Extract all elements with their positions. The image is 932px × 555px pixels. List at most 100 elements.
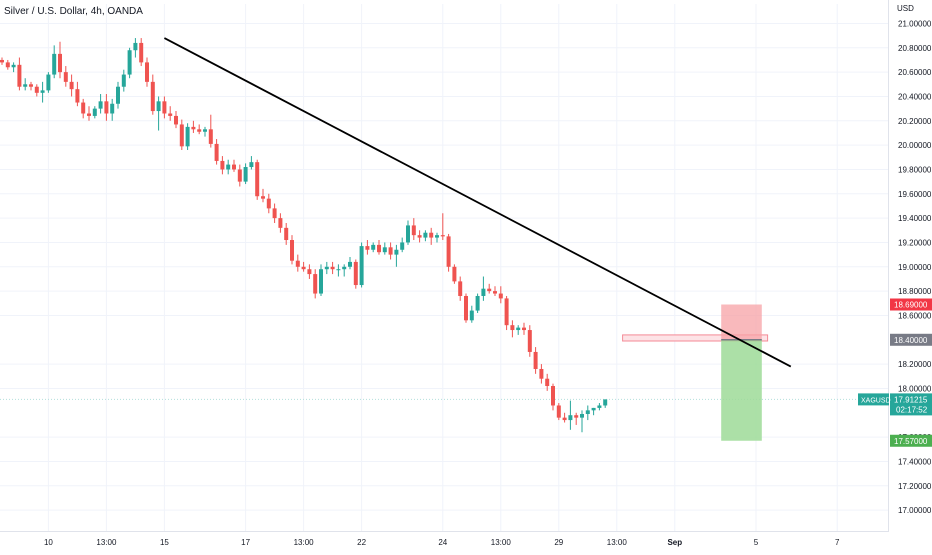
- candle: [545, 373, 550, 391]
- candle: [63, 66, 68, 87]
- candle: [307, 264, 312, 279]
- candle: [139, 38, 144, 67]
- candle: [498, 286, 503, 304]
- y-tick-label: 21.00000: [898, 19, 932, 28]
- position-zones: [622, 304, 769, 441]
- candle-body: [17, 64, 22, 87]
- current-price-bg: [890, 393, 932, 416]
- candle-body: [487, 288, 492, 292]
- candle-body: [127, 50, 132, 75]
- candle: [197, 124, 202, 135]
- candle-body: [313, 274, 318, 294]
- candle: [81, 98, 86, 119]
- candle: [556, 403, 561, 421]
- candle-body: [504, 298, 509, 326]
- y-tick-label: 18.80000: [898, 287, 932, 296]
- candle: [203, 126, 207, 137]
- candle-body: [110, 103, 115, 114]
- candle-body: [440, 235, 445, 237]
- stop-loss-zone[interactable]: [721, 304, 762, 340]
- candle-body: [498, 293, 503, 299]
- candle-body: [272, 208, 277, 219]
- candle-body: [0, 59, 4, 63]
- candle-body: [516, 327, 521, 331]
- candle: [464, 293, 468, 323]
- candle: [301, 261, 306, 272]
- candle-body: [46, 74, 51, 91]
- candle-body: [266, 198, 271, 209]
- candle: [365, 240, 370, 255]
- candle-body: [23, 84, 28, 87]
- candle: [562, 412, 567, 423]
- candle: [185, 123, 190, 150]
- candle: [388, 242, 393, 260]
- candle: [510, 320, 515, 338]
- candle: [92, 106, 97, 119]
- candle-body: [545, 378, 550, 387]
- target-price-label-text: 17.57000: [894, 437, 928, 446]
- y-tick-label: 18.20000: [898, 360, 932, 369]
- candle-body: [522, 327, 526, 331]
- countdown-text: 02:17:52: [896, 405, 928, 414]
- candle: [371, 242, 376, 253]
- candle: [208, 114, 213, 148]
- candle: [336, 264, 341, 277]
- candle-body: [307, 269, 312, 275]
- candle: [17, 57, 22, 91]
- y-tick-label: 20.60000: [898, 68, 932, 77]
- candle-body: [382, 247, 387, 253]
- candle-body: [145, 62, 149, 82]
- candle: [133, 38, 138, 58]
- candle-body: [539, 368, 544, 379]
- candle-body: [330, 266, 335, 270]
- candle-body: [139, 42, 144, 63]
- candle-body: [34, 86, 39, 93]
- range-zone[interactable]: [622, 334, 769, 342]
- candle: [533, 347, 538, 374]
- candle-body: [556, 405, 561, 418]
- candle-body: [435, 235, 439, 238]
- current-price-text: 17.91215: [894, 395, 928, 404]
- time-axis[interactable]: 10 13:00 15 17 13:00 22 24 13:00 29 13:00 Sep 5 7: [44, 538, 840, 547]
- candle: [382, 242, 387, 255]
- candle-body: [290, 240, 294, 261]
- candle: [377, 240, 381, 255]
- candle-body: [591, 407, 596, 411]
- candle: [493, 286, 497, 296]
- x-tick-label: Sep: [667, 538, 682, 547]
- candle: [98, 94, 103, 114]
- symbol-tag-text: XAGUSD: [861, 397, 891, 404]
- drawings[interactable]: [163, 37, 792, 368]
- candle-body: [377, 244, 381, 253]
- candle: [394, 244, 399, 267]
- candle-body: [226, 164, 231, 170]
- candle: [23, 78, 28, 91]
- candle: [150, 74, 155, 115]
- candle: [551, 383, 555, 411]
- candle-body: [324, 266, 329, 270]
- candle-body: [411, 225, 416, 236]
- price-labels: 18.69000 18.40000 17.57000 17.9121502:17:52…: [858, 298, 932, 447]
- candle: [179, 119, 184, 150]
- candle: [400, 237, 405, 253]
- candle: [423, 230, 428, 242]
- candle: [214, 139, 219, 165]
- candle-body: [232, 164, 236, 170]
- candle-body: [400, 242, 405, 250]
- candle-body: [203, 129, 207, 132]
- entry-price-label-bg: [890, 333, 932, 346]
- candle: [237, 164, 242, 187]
- candle: [156, 96, 161, 131]
- candle: [226, 159, 231, 175]
- trendline[interactable]: [163, 37, 792, 368]
- candle: [104, 94, 109, 121]
- candle-body: [197, 129, 202, 132]
- price-axis[interactable]: 21.00000 20.80000 20.60000 20.40000 20.20000…: [898, 19, 932, 515]
- candle-body: [452, 266, 457, 282]
- take-profit-zone[interactable]: [721, 339, 762, 441]
- candle: [295, 254, 300, 272]
- candle-body: [75, 89, 80, 103]
